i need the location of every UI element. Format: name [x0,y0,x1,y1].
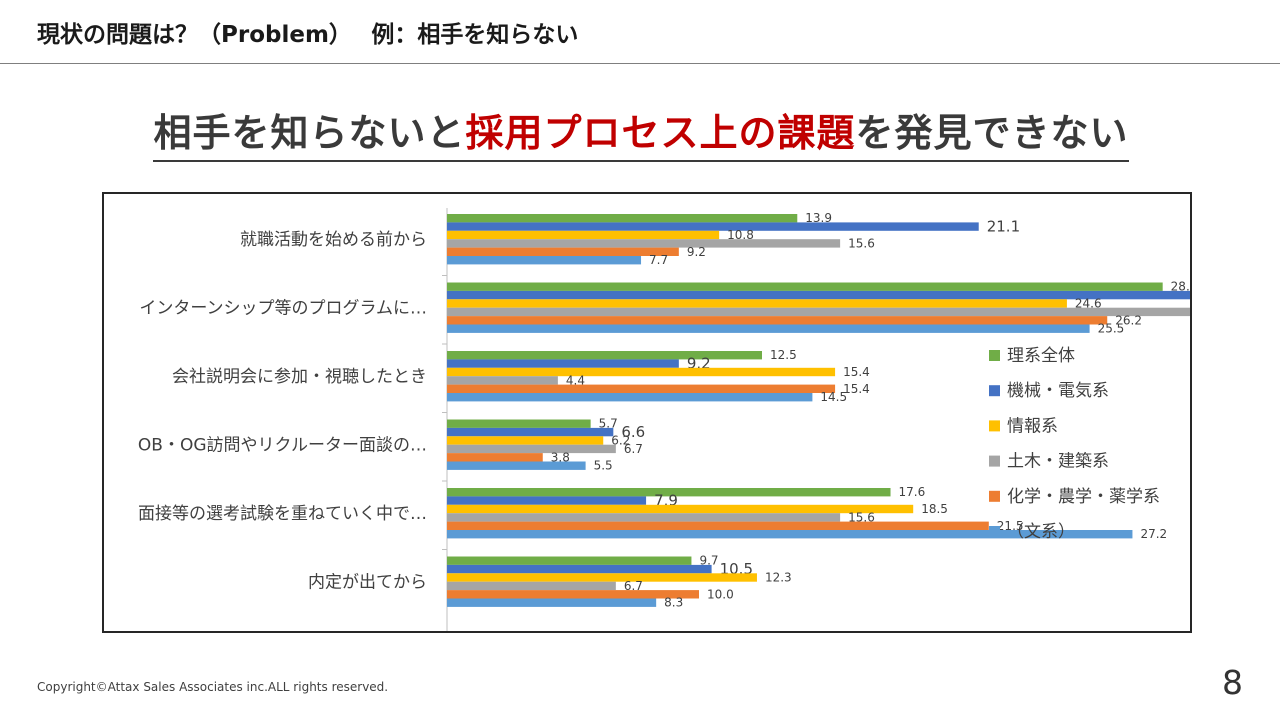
bar-2-3 [447,359,679,368]
legend-label: 機械・電気系 [1007,381,1109,401]
bar-3-1 [447,230,720,240]
headline-part2: を発見できない [855,111,1129,155]
bar-3-5 [447,504,914,514]
bar-6-6 [447,598,657,607]
data-label: 14.5 [820,390,847,404]
legend-swatch [989,526,1000,537]
category-label: インターンシップ等のプログラムに… [139,299,427,319]
legend-swatch [989,420,1000,432]
category-label: OB・OG訪問やリクルーター面談の… [138,436,427,456]
bar-chart: 就職活動を始める前から 13.9 21.1 10.8 15.6 9.2 7.7 インターンシッ… [138,208,1190,631]
legend-swatch [989,490,1000,502]
bar-1-5 [447,488,891,497]
bar-5-4 [447,453,543,462]
data-label: 28.4 [1171,280,1190,294]
data-label: 9.7 [699,554,718,568]
bar-4-1 [447,239,841,248]
data-label: 18.5 [921,502,948,516]
bar-1-2 [447,282,1163,291]
bar-4-6 [447,581,616,591]
data-label: 24.6 [1075,297,1102,311]
data-label: 15.4 [843,365,870,379]
bar-6-2 [447,324,1090,333]
bar-5-2 [447,316,1108,325]
bar-1-3 [447,351,762,360]
legend-swatch [989,350,1000,361]
data-label: 15.6 [848,510,875,524]
headline-accent: 採用プロセス上の課題 [465,111,856,155]
bar-3-6 [447,573,757,582]
category-label: 会社説明会に参加・視聴したとき [172,367,427,387]
bar-2-2 [447,290,1190,300]
data-label: 17.6 [899,485,926,499]
headline-part1: 相手を知らないと [153,111,466,155]
page-number: 8 [1222,663,1243,702]
data-label: 21.1 [987,218,1020,236]
legend-label: 理系全体 [1007,346,1075,366]
bar-2-6 [447,564,712,574]
bar-2-5 [447,496,647,505]
bar-4-2 [447,307,1190,317]
data-label: 27.2 [1140,527,1167,541]
data-label: 5.5 [594,459,613,473]
data-label: 12.3 [765,571,792,585]
bar-2-4 [447,427,614,437]
data-label: 6.2 [611,434,630,448]
category-label: 内定が出てから [308,573,427,593]
data-label: 5.7 [599,417,618,431]
category-label: 就職活動を始める前から [240,230,427,250]
slide-headline: 相手を知らないと採用プロセス上の課題を発見できない [108,102,1174,162]
bar-6-5 [447,530,1133,539]
data-label: 25.5 [1098,322,1125,336]
legend-label: 土木・建築系 [1007,452,1109,472]
bar-4-4 [447,444,616,454]
slide-header: 現状の問題は？（Problem） 例：相手を知らない [0,0,1280,64]
bar-4-5 [447,513,841,522]
legend-swatch [989,455,1000,467]
data-label: 3.8 [551,450,570,464]
bar-6-4 [447,461,586,470]
category-label: 面接等の選考試験を重ねていく中で… [138,504,427,524]
legend-label: 化学・農学・薬学系 [1007,487,1160,507]
chart-frame: 就職活動を始める前から 13.9 21.1 10.8 15.6 9.2 7.7 インターンシッ… [102,192,1192,633]
bar-5-6 [447,590,699,599]
data-label: 13.9 [805,211,832,225]
copyright-text: Copyright©Attax Sales Associates inc.ALL… [37,680,389,694]
data-label: 9.2 [687,245,706,259]
data-label: 6.6 [621,423,645,441]
data-label: 10.8 [727,228,754,242]
legend-label: （文系） [1007,522,1075,542]
data-label: 6.7 [624,579,643,593]
bar-1-1 [447,214,798,223]
bar-4-3 [447,376,558,385]
bar-1-6 [447,556,692,565]
data-label: 21.5 [997,519,1024,533]
legend-swatch [989,385,1000,397]
data-label: 7.7 [649,253,668,267]
bar-5-5 [447,521,989,530]
data-label: 8.3 [664,596,683,610]
data-label: 12.5 [770,348,797,362]
bar-3-2 [447,299,1067,308]
header-title: 現状の問題は？（Problem） 例：相手を知らない [37,22,579,48]
bar-3-4 [447,436,604,445]
data-label: 4.4 [566,373,585,387]
bar-2-1 [447,222,979,231]
headline-text: 相手を知らないと採用プロセス上の課題を発見できない [153,102,1129,162]
data-label: 6.7 [624,442,643,456]
bar-5-1 [447,247,679,256]
bar-3-3 [447,367,836,377]
data-label: 15.6 [848,236,875,250]
data-label: 10.0 [707,587,734,601]
legend-label: 情報系 [1007,416,1058,436]
bar-1-4 [447,419,591,428]
bar-6-3 [447,393,813,402]
bar-5-3 [447,384,836,393]
data-label: 26.2 [1115,313,1142,327]
bar-6-1 [447,256,642,265]
data-label: 15.4 [843,382,870,396]
